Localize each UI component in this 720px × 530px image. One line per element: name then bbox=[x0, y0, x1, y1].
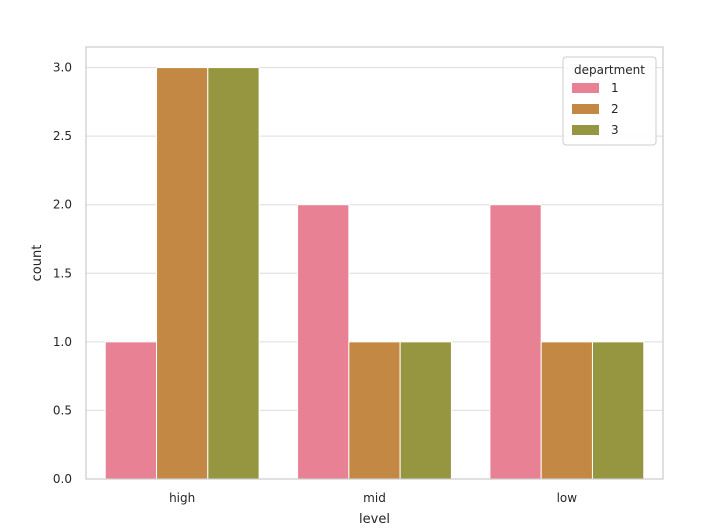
bar-mid-dept-2 bbox=[348, 341, 401, 480]
bar-high-dept-2 bbox=[156, 67, 209, 480]
x-axis-label: level bbox=[359, 512, 390, 527]
plot-frame bbox=[85, 46, 664, 480]
y-axis-ticks: 0.0 0.5 1.0 1.5 2.0 2.5 3.0 bbox=[53, 61, 72, 486]
x-axis-ticks: high mid low bbox=[169, 491, 577, 505]
legend-swatch-3 bbox=[572, 125, 599, 135]
legend-title: department bbox=[574, 63, 645, 77]
y-tick-label: 2.5 bbox=[53, 129, 72, 143]
y-axis-label: count bbox=[30, 245, 45, 282]
y-tick-label: 1.0 bbox=[53, 335, 72, 349]
legend-swatch-2 bbox=[572, 104, 599, 114]
y-tick-label: 0.5 bbox=[53, 403, 72, 417]
y-tick-label: 1.5 bbox=[53, 266, 72, 280]
bar-mid-dept-3 bbox=[399, 341, 452, 480]
bar-high-dept-3 bbox=[207, 67, 260, 480]
x-tick-label: high bbox=[169, 491, 195, 505]
legend-swatch-1 bbox=[572, 83, 599, 93]
bar-low-dept-2 bbox=[540, 341, 593, 480]
y-tick-label: 2.0 bbox=[53, 198, 72, 212]
bar-mid-dept-1 bbox=[297, 204, 350, 480]
x-tick-label: mid bbox=[363, 491, 386, 505]
bar-high-dept-1 bbox=[104, 341, 158, 480]
y-tick-label: 3.0 bbox=[53, 61, 72, 75]
bar-low-dept-1 bbox=[489, 204, 542, 480]
legend-label-3: 3 bbox=[611, 123, 619, 137]
legend: department 1 2 3 bbox=[562, 56, 657, 146]
bar-low-dept-3 bbox=[591, 341, 645, 480]
legend-frame bbox=[562, 56, 657, 146]
y-tick-label: 0.0 bbox=[53, 472, 72, 486]
legend-label-1: 1 bbox=[611, 81, 619, 95]
legend-label-2: 2 bbox=[611, 102, 619, 116]
x-tick-label: low bbox=[557, 491, 578, 505]
